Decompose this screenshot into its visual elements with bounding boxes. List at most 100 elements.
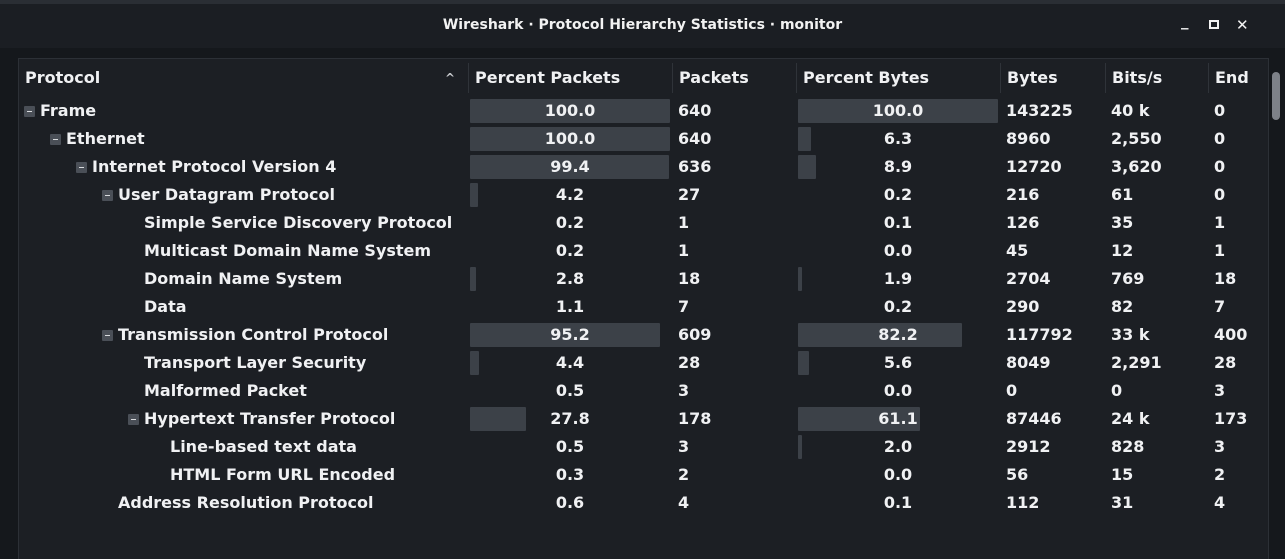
percent-packets-cell: 0.6 xyxy=(470,489,670,517)
close-button[interactable]: ✕ xyxy=(1236,16,1249,34)
column-header-packets[interactable]: Packets xyxy=(672,63,796,93)
packets-cell: 18 xyxy=(678,269,701,288)
tree-row[interactable]: Ethernet 100.0 640 6.3 8960 2,550 0 xyxy=(19,125,1268,153)
bytes-cell: 56 xyxy=(1006,465,1029,484)
bytes-cell: 290 xyxy=(1006,297,1040,316)
bits-per-second-cell: 24 k xyxy=(1111,409,1150,428)
column-header-bits-per-second[interactable]: Bits/s xyxy=(1105,63,1208,93)
percent-packets-value: 4.4 xyxy=(555,353,585,372)
bits-per-second-cell: 2,291 xyxy=(1111,353,1162,372)
column-header-bytes[interactable]: Bytes xyxy=(1000,63,1105,93)
packets-cell: 1 xyxy=(678,213,690,232)
tree-row[interactable]: Domain Name System 2.8 18 1.9 2704 769 18 xyxy=(19,265,1268,293)
percent-bytes-value: 0.0 xyxy=(883,241,913,260)
packets-cell: 640 xyxy=(678,101,712,120)
percent-packets-cell: 0.5 xyxy=(470,433,670,461)
tree-row[interactable]: Transport Layer Security 4.4 28 5.6 8049 2,29… xyxy=(19,349,1268,377)
end-packets-cell: 1 xyxy=(1214,241,1226,260)
bits-per-second-cell: 3,620 xyxy=(1111,157,1162,176)
column-header-protocol[interactable]: Protocol ^ xyxy=(19,63,467,93)
maximize-button[interactable] xyxy=(1209,20,1219,29)
protocol-name: Ethernet xyxy=(66,129,145,148)
percent-bytes-value: 0.2 xyxy=(883,185,913,204)
protocol-name: Data xyxy=(144,297,187,316)
minus-box-icon[interactable] xyxy=(50,134,61,145)
column-header-end-packets[interactable]: End xyxy=(1208,63,1268,93)
minus-box-icon[interactable] xyxy=(24,106,35,117)
percent-packets-value: 0.2 xyxy=(555,241,585,260)
bits-per-second-cell: 828 xyxy=(1111,437,1145,456)
minus-box-icon[interactable] xyxy=(102,190,113,201)
minimize-button[interactable]: _ xyxy=(1181,12,1189,30)
tree-row[interactable]: Frame 100.0 640 100.0 143225 40 k 0 xyxy=(19,97,1268,125)
tree-row[interactable]: Multicast Domain Name System 0.2 1 0.0 45 12 1 xyxy=(19,237,1268,265)
tree-row[interactable]: Transmission Control Protocol 95.2 609 82.2… xyxy=(19,321,1268,349)
packets-cell: 28 xyxy=(678,353,701,372)
percent-bytes-value: 2.0 xyxy=(883,437,913,456)
tree-row[interactable]: Hypertext Transfer Protocol 27.8 178 61.1 87… xyxy=(19,405,1268,433)
column-header-percent-packets[interactable]: Percent Packets xyxy=(468,63,672,93)
dialog-content: Protocol ^ Percent Packets Packets Perce… xyxy=(0,48,1285,559)
end-packets-cell: 2 xyxy=(1214,465,1226,484)
percent-bytes-bar xyxy=(798,99,998,123)
protocol-cell: Address Resolution Protocol xyxy=(19,489,467,517)
percent-packets-value: 1.1 xyxy=(555,297,585,316)
percent-packets-cell: 1.1 xyxy=(470,293,670,321)
packets-cell: 2 xyxy=(678,465,690,484)
tree-row[interactable]: Malformed Packet 0.5 3 0.0 0 0 3 xyxy=(19,377,1268,405)
protocol-cell: Domain Name System xyxy=(19,265,467,293)
bytes-cell: 2704 xyxy=(1006,269,1051,288)
tree-row[interactable]: HTML Form URL Encoded 0.3 2 0.0 56 15 2 xyxy=(19,461,1268,489)
vertical-scrollbar[interactable] xyxy=(1270,48,1285,558)
percent-bytes-value: 0.1 xyxy=(883,213,913,232)
tree-row[interactable]: Data 1.1 7 0.2 290 82 7 xyxy=(19,293,1268,321)
percent-bytes-cell: 8.9 xyxy=(798,153,998,181)
minus-box-icon[interactable] xyxy=(102,330,113,341)
percent-packets-value: 27.8 xyxy=(550,409,590,428)
bytes-cell: 8960 xyxy=(1006,129,1051,148)
tree-row[interactable]: User Datagram Protocol 4.2 27 0.2 216 61 0 xyxy=(19,181,1268,209)
minus-box-icon[interactable] xyxy=(128,414,139,425)
protocol-name: Line-based text data xyxy=(170,437,357,456)
percent-bytes-value: 0.0 xyxy=(883,465,913,484)
bytes-cell: 117792 xyxy=(1006,325,1073,344)
end-packets-cell: 0 xyxy=(1214,157,1226,176)
minus-box-icon[interactable] xyxy=(76,162,87,173)
end-packets-cell: 3 xyxy=(1214,437,1226,456)
tree-row[interactable]: Line-based text data 0.5 3 2.0 2912 828 3 xyxy=(19,433,1268,461)
bytes-cell: 2912 xyxy=(1006,437,1051,456)
percent-packets-cell: 27.8 xyxy=(470,405,670,433)
tree-row[interactable]: Address Resolution Protocol 0.6 4 0.1 112 31 4 xyxy=(19,489,1268,517)
percent-bytes-value: 5.6 xyxy=(883,353,913,372)
percent-bytes-bar xyxy=(798,351,809,375)
protocol-name: Hypertext Transfer Protocol xyxy=(144,409,396,428)
protocol-hierarchy-tree[interactable]: Protocol ^ Percent Packets Packets Perce… xyxy=(18,58,1269,559)
percent-bytes-bar xyxy=(798,407,920,431)
percent-bytes-value: 0.1 xyxy=(883,493,913,512)
packets-cell: 3 xyxy=(678,437,690,456)
percent-bytes-bar xyxy=(798,435,802,459)
tree-row[interactable]: Simple Service Discovery Protocol 0.2 1 0.1… xyxy=(19,209,1268,237)
column-header-percent-bytes[interactable]: Percent Bytes xyxy=(796,63,1000,93)
packets-cell: 1 xyxy=(678,241,690,260)
tree-row[interactable]: Internet Protocol Version 4 99.4 636 8.9 127… xyxy=(19,153,1268,181)
percent-bytes-cell: 100.0 xyxy=(798,97,998,125)
scrollbar-thumb[interactable] xyxy=(1272,72,1280,120)
packets-cell: 3 xyxy=(678,381,690,400)
percent-packets-bar xyxy=(470,183,478,207)
percent-packets-cell: 0.5 xyxy=(470,377,670,405)
bytes-cell: 12720 xyxy=(1006,157,1062,176)
percent-packets-value: 95.2 xyxy=(550,325,590,344)
percent-packets-value: 2.8 xyxy=(555,269,585,288)
percent-bytes-cell: 0.0 xyxy=(798,377,998,405)
end-packets-cell: 400 xyxy=(1214,325,1248,344)
percent-bytes-cell: 82.2 xyxy=(798,321,998,349)
percent-bytes-bar xyxy=(798,155,816,179)
percent-packets-cell: 100.0 xyxy=(470,97,670,125)
percent-bytes-value: 0.0 xyxy=(883,381,913,400)
end-packets-cell: 0 xyxy=(1214,185,1226,204)
percent-packets-cell: 4.4 xyxy=(470,349,670,377)
bits-per-second-cell: 40 k xyxy=(1111,101,1150,120)
end-packets-cell: 1 xyxy=(1214,213,1226,232)
protocol-cell: Hypertext Transfer Protocol xyxy=(19,405,467,433)
